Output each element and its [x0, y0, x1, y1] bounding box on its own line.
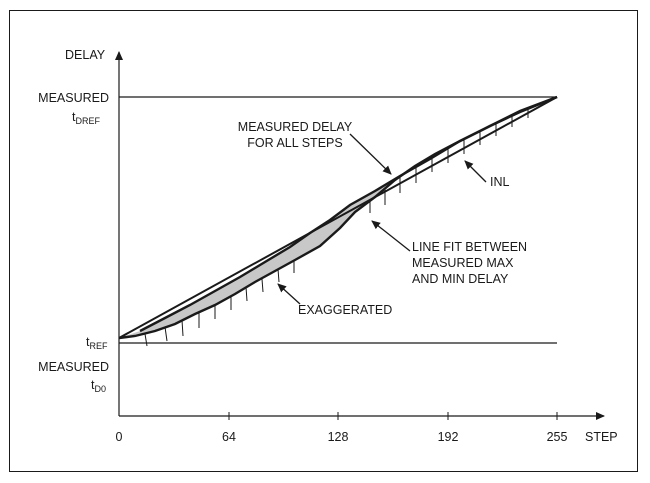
x-tick-label: 64 [222, 430, 236, 444]
inl-arrow [464, 160, 487, 183]
measured-tdref-label: MEASURED [38, 91, 109, 105]
x-tick-label: 128 [328, 430, 349, 444]
line-fit-annotation: LINE FIT BETWEEN [412, 240, 527, 254]
exaggerated-arrow [277, 283, 301, 305]
measured-delay-arrow [349, 133, 392, 175]
inl-annotation: INL [490, 175, 510, 189]
x-tick-label: 255 [547, 430, 568, 444]
measured-delay-annotation: MEASURED DELAY [238, 120, 353, 134]
measured-delay-curve [118, 95, 558, 340]
x-axis-label: STEP [585, 430, 618, 444]
td0-symbol: tD0 [91, 378, 106, 394]
inl-hatching [144, 107, 529, 347]
y-axis-label: DELAY [65, 48, 106, 62]
line-fit [118, 96, 558, 339]
line-fit-annotation: MEASURED MAX [412, 256, 514, 270]
x-tick-label: 0 [116, 430, 123, 444]
line-fit-arrow [371, 220, 411, 252]
line-fit-annotation: AND MIN DELAY [412, 272, 509, 286]
exaggerated-annotation: EXAGGERATED [298, 303, 392, 317]
tref-symbol: tREF [86, 335, 108, 351]
measured-delay-annotation: FOR ALL STEPS [247, 136, 342, 150]
x-tick-label: 192 [438, 430, 459, 444]
x-ticks [228, 412, 558, 420]
tdref-symbol: tDREF [72, 110, 100, 126]
measured-td0-label: MEASURED [38, 360, 109, 374]
